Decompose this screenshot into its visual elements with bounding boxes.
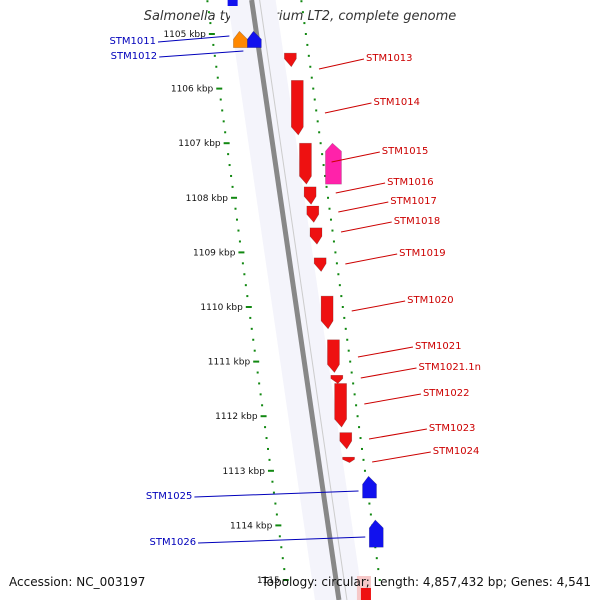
label-leader-line xyxy=(345,253,398,265)
gene-STM1016[interactable] xyxy=(299,142,312,185)
ruler-label: 1110 kbp xyxy=(200,303,243,313)
accession-label: Accession: NC_003197 xyxy=(9,575,146,589)
gene-fragment-top xyxy=(227,0,238,6)
label-leader-line xyxy=(159,50,244,58)
label-leader-line xyxy=(351,300,406,312)
gene-STM1014[interactable] xyxy=(291,80,304,136)
gene-fragment-bottom-red xyxy=(360,588,371,600)
ruler-label: 1112 kbp xyxy=(215,412,258,422)
ruler-label: 1108 kbp xyxy=(186,194,229,204)
label-leader-line xyxy=(324,102,372,114)
gene-STM1020[interactable] xyxy=(313,257,327,273)
gene-label[interactable]: STM1020 xyxy=(407,295,454,306)
ruler-label: 1114 kbp xyxy=(230,521,273,531)
gene-label[interactable]: STM1025 xyxy=(146,491,193,502)
gene-label[interactable]: STM1024 xyxy=(433,446,480,457)
ruler-label: 1107 kbp xyxy=(178,139,221,149)
ruler-label: 1113 kbp xyxy=(223,467,266,477)
label-leader-line xyxy=(331,151,380,163)
gene-STM1015[interactable] xyxy=(325,142,342,185)
ruler-label: 1109 kbp xyxy=(193,248,236,258)
ruler-label: 1115 xyxy=(257,576,280,586)
label-leader-line xyxy=(357,346,414,358)
gene-label[interactable]: STM1012 xyxy=(111,51,158,62)
gene-STM1019[interactable] xyxy=(309,227,323,245)
label-leader-line xyxy=(360,367,417,379)
label-leader-line xyxy=(335,182,386,194)
gene-label[interactable]: STM1021.1n xyxy=(419,362,481,373)
label-leader-line xyxy=(364,393,422,405)
gene-label[interactable]: STM1015 xyxy=(382,146,429,157)
label-leader-line xyxy=(318,58,365,70)
gene-STM1024b[interactable] xyxy=(342,456,355,463)
gene-label[interactable]: STM1026 xyxy=(150,537,197,548)
label-leader-line xyxy=(340,221,392,233)
backbone-edge xyxy=(259,0,348,600)
gene-label[interactable]: STM1023 xyxy=(429,423,476,434)
gene-label[interactable]: STM1011 xyxy=(109,36,156,47)
genome-backbone xyxy=(249,0,342,600)
gene-label[interactable]: STM1017 xyxy=(390,196,437,207)
gene-label[interactable]: STM1018 xyxy=(394,216,441,227)
gene-STM1023[interactable] xyxy=(334,383,347,428)
ruler-label: 1111 kbp xyxy=(208,358,251,368)
gene-STM1024[interactable] xyxy=(339,432,353,450)
ruler-label: 1105 kbp xyxy=(163,30,206,40)
label-leader-line xyxy=(372,451,431,463)
label-leader-line xyxy=(157,35,230,43)
gene-STM1018[interactable] xyxy=(306,205,320,223)
gene-STM1011[interactable] xyxy=(233,30,248,48)
genome-stats-label: Topology: circular; Length: 4,857,432 bp… xyxy=(261,575,591,589)
gene-STM1021[interactable] xyxy=(320,295,334,330)
gene-STM1026[interactable] xyxy=(368,519,384,548)
ruler-label: 1106 kbp xyxy=(171,85,214,95)
gene-STM1012[interactable] xyxy=(247,30,262,48)
gene-label[interactable]: STM1013 xyxy=(366,53,413,64)
gene-STM1025[interactable] xyxy=(362,475,377,499)
genome-title: Salmonella typhimurium LT2, complete gen… xyxy=(143,9,457,24)
gene-STM1021.1n[interactable] xyxy=(327,339,340,374)
gene-STM1017[interactable] xyxy=(303,186,317,205)
gene-label[interactable]: STM1021 xyxy=(415,341,462,352)
label-leader-line xyxy=(194,490,359,498)
gene-label[interactable]: STM1019 xyxy=(399,248,446,259)
gene-label[interactable]: STM1016 xyxy=(387,177,434,188)
label-leader-line xyxy=(368,428,427,440)
gene-label[interactable]: STM1014 xyxy=(373,97,420,108)
gene-STM1022[interactable] xyxy=(330,374,344,384)
gene-label[interactable]: STM1022 xyxy=(423,388,470,399)
label-leader-line xyxy=(198,536,366,544)
gene-STM1013[interactable] xyxy=(284,52,297,68)
label-leader-line xyxy=(338,201,389,213)
